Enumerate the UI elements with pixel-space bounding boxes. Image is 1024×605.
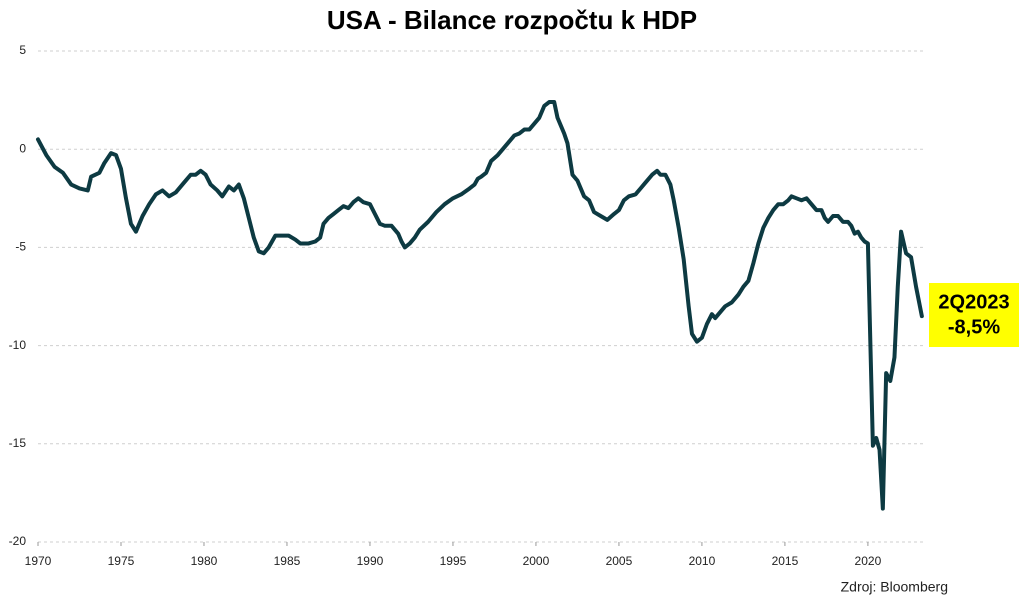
x-tick-label: 1995 bbox=[440, 554, 467, 568]
annotation-value: -8,5% bbox=[948, 316, 1000, 338]
y-tick-label: -10 bbox=[9, 338, 27, 352]
x-tick-label: 2010 bbox=[689, 554, 716, 568]
x-tick-label: 1980 bbox=[191, 554, 218, 568]
x-tick-label: 2000 bbox=[523, 554, 550, 568]
y-tick-label: 0 bbox=[19, 141, 26, 155]
y-tick-label: -5 bbox=[15, 240, 26, 254]
x-tick-label: 2005 bbox=[606, 554, 633, 568]
x-tick-label: 1985 bbox=[274, 554, 301, 568]
y-tick-label: -15 bbox=[9, 436, 27, 450]
x-tick-label: 1970 bbox=[25, 554, 52, 568]
data-line bbox=[36, 100, 924, 511]
x-tick-label: 2020 bbox=[855, 554, 882, 568]
x-tick-label: 2015 bbox=[772, 554, 799, 568]
x-tick-label: 1990 bbox=[357, 554, 384, 568]
source: Zdroj: Bloomberg bbox=[841, 579, 948, 595]
chart-title: USA - Bilance rozpočtu k HDP bbox=[327, 5, 697, 35]
y-tick-label: 5 bbox=[19, 43, 26, 57]
annotation-label: 2Q2023 bbox=[938, 291, 1009, 313]
y-tick-label: -20 bbox=[9, 534, 27, 548]
x-tick-label: 1975 bbox=[108, 554, 135, 568]
annotation-box bbox=[929, 283, 1019, 347]
